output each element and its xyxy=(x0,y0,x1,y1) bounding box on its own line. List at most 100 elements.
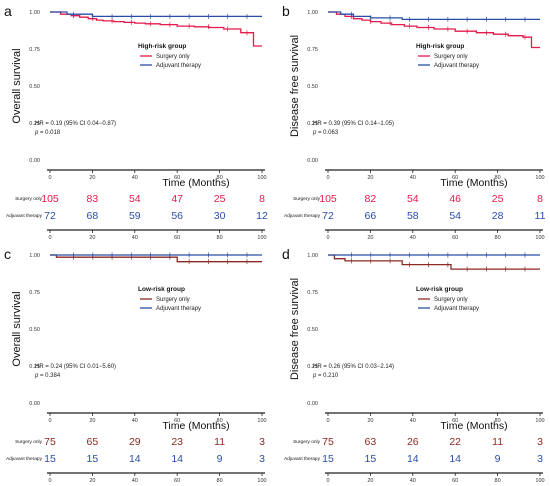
risk-table-row-label: Surgery only xyxy=(293,439,321,445)
risk-table-value: 59 xyxy=(129,210,141,222)
hr-annotation: HR = 0.24 (95% CI 0.01−5.60) xyxy=(35,364,116,370)
x-axis-label: Time (Months) xyxy=(440,177,507,189)
risk-table-row-label: Adjuvant therapy xyxy=(6,456,43,462)
risk-table-value: 30 xyxy=(214,210,226,222)
y-tick-label: 0.75 xyxy=(29,290,40,296)
series-line-adjuvant-therapy xyxy=(50,11,262,18)
risk-table-tick-label: 20 xyxy=(89,478,95,484)
x-tick-label: 20 xyxy=(89,175,95,181)
y-tick-label: 1.00 xyxy=(307,253,318,259)
risk-table-row-label: Surgery only xyxy=(293,196,321,202)
y-tick-label: 0.75 xyxy=(307,47,318,53)
risk-table-value: 65 xyxy=(87,436,99,448)
series-line-surgery-only xyxy=(328,254,540,270)
x-tick-label: 80 xyxy=(217,175,223,181)
risk-table-value: 54 xyxy=(449,210,461,222)
risk-table-tick-label: 60 xyxy=(452,235,458,241)
series-line-adjuvant-therapy xyxy=(328,11,540,21)
x-tick-label: 80 xyxy=(495,175,501,181)
y-tick-label: 0.50 xyxy=(29,84,40,90)
x-tick-label: 80 xyxy=(495,418,501,424)
risk-table-value: 63 xyxy=(365,436,377,448)
risk-table-tick-label: 100 xyxy=(257,235,266,241)
risk-table-value: 3 xyxy=(537,453,543,465)
y-tick-label: 0.50 xyxy=(307,327,318,333)
risk-table-tick-label: 80 xyxy=(495,235,501,241)
risk-table-row-label: Adjuvant therapy xyxy=(284,213,321,219)
risk-table-tick-label: 40 xyxy=(410,478,416,484)
y-tick-label: 1.00 xyxy=(29,253,40,259)
risk-table-value: 47 xyxy=(171,193,183,205)
risk-table-value: 14 xyxy=(407,453,419,465)
p-symbol: p xyxy=(312,373,317,379)
y-tick-label: 1.00 xyxy=(307,10,318,16)
y-tick-label: 0.25 xyxy=(307,121,318,127)
p-symbol: p xyxy=(34,373,39,379)
risk-table-tick-label: 60 xyxy=(174,478,180,484)
risk-table-tick-label: 80 xyxy=(217,235,223,241)
risk-table-value: 25 xyxy=(492,193,504,205)
risk-table-tick-label: 40 xyxy=(132,235,138,241)
y-tick-label: 0.75 xyxy=(307,290,318,296)
risk-table-tick-label: 0 xyxy=(48,478,51,484)
p-symbol: p xyxy=(34,130,39,136)
panel-d: d Disease free survival 0.00 0.25 0.50 0.75 1.… xyxy=(282,246,545,484)
risk-table-value: 28 xyxy=(492,210,504,222)
p-symbol: p xyxy=(312,130,317,136)
legend-title: High-risk group xyxy=(416,43,464,50)
risk-table-tick-label: 40 xyxy=(132,478,138,484)
risk-table-value: 54 xyxy=(129,193,141,205)
risk-table-value: 15 xyxy=(365,453,377,465)
legend-item-label: Surgery only xyxy=(156,297,190,303)
panel-c: c Overall survival 0.00 0.25 0.50 0.75 1.00 0 20… xyxy=(4,246,267,484)
legend-title: High-risk group xyxy=(138,43,186,50)
x-tick-label: 0 xyxy=(326,418,329,424)
y-axis-label: Disease free survival xyxy=(289,278,301,380)
series-line-surgery-only xyxy=(50,11,262,47)
risk-table-value: 12 xyxy=(256,210,268,222)
risk-table-value: 11 xyxy=(214,436,225,448)
risk-table-tick-label: 0 xyxy=(48,235,51,241)
risk-table-value: 15 xyxy=(44,453,56,465)
x-tick-label: 100 xyxy=(535,175,544,181)
risk-table-row-label: Surgery only xyxy=(15,439,43,445)
risk-table-value: 25 xyxy=(214,193,226,205)
legend-item-label: Surgery only xyxy=(434,54,468,60)
p-annotation: p = 0.384 xyxy=(34,373,61,379)
x-tick-label: 40 xyxy=(410,175,416,181)
risk-table-tick-label: 20 xyxy=(367,478,373,484)
risk-table-value: 15 xyxy=(322,453,334,465)
p-annotation: p = 0.210 xyxy=(312,373,339,379)
p-value: = 0.063 xyxy=(316,130,339,136)
x-axis-label: Time (Months) xyxy=(440,420,507,432)
risk-table-tick-label: 100 xyxy=(535,478,544,484)
risk-table-value: 105 xyxy=(41,193,59,205)
legend-title: Low-risk group xyxy=(416,286,463,293)
risk-table-value: 14 xyxy=(449,453,461,465)
risk-table-value: 14 xyxy=(129,453,141,465)
y-axis-label: Overall survival xyxy=(11,291,23,366)
x-tick-label: 60 xyxy=(452,418,458,424)
y-tick-label: 0.00 xyxy=(307,158,318,164)
series-line-surgery-only xyxy=(50,254,262,263)
risk-table-tick-label: 100 xyxy=(535,235,544,241)
risk-table-value: 56 xyxy=(171,210,183,222)
panel-label: d xyxy=(282,246,290,262)
risk-table-tick-label: 20 xyxy=(367,235,373,241)
x-tick-label: 20 xyxy=(367,418,373,424)
y-tick-label: 0.25 xyxy=(307,364,318,370)
risk-table-row-label: Surgery only xyxy=(15,196,43,202)
y-tick-label: 0.25 xyxy=(29,121,40,127)
x-tick-label: 60 xyxy=(452,175,458,181)
y-tick-label: 0.25 xyxy=(29,364,40,370)
risk-table-tick-label: 40 xyxy=(410,235,416,241)
risk-table-value: 66 xyxy=(365,210,377,222)
risk-table-tick-label: 80 xyxy=(495,478,501,484)
risk-table-tick-label: 60 xyxy=(174,235,180,241)
p-annotation: p = 0.063 xyxy=(312,130,339,136)
hr-annotation: HR = 0.39 (95% CI 0.14−1.05) xyxy=(313,121,394,127)
x-tick-label: 60 xyxy=(174,418,180,424)
y-axis-label: Disease free survival xyxy=(289,35,301,137)
risk-table-value: 9 xyxy=(495,453,501,465)
